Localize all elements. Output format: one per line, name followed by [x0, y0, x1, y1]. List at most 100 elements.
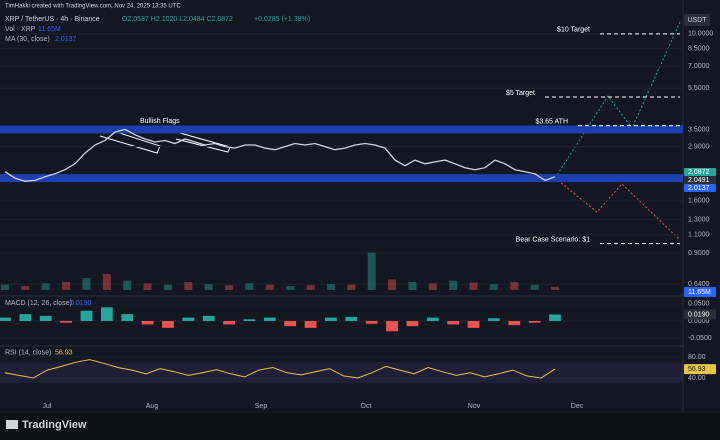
bar [304, 321, 317, 328]
note: Bullish Flags [140, 118, 180, 125]
pane-value: 56.93 [55, 349, 73, 356]
y-tick-label: 1.3000 [688, 216, 710, 223]
price-box [684, 184, 716, 192]
price-label: 2.0491 [688, 177, 710, 184]
volume-bar [102, 274, 111, 290]
brand-logo [6, 420, 18, 429]
bar [325, 317, 337, 321]
target-label: Bear Case Scenario: $1 [516, 236, 590, 243]
zone [0, 125, 683, 134]
volume-bar [530, 284, 539, 290]
volume-bar [347, 284, 356, 290]
y-tick-label: 7.0000 [688, 63, 710, 70]
line [4, 359, 556, 379]
price-box [684, 168, 716, 176]
volume-bar [204, 284, 213, 290]
last-label: 0.0190 [688, 311, 710, 318]
volume-last-label: 11.65M [688, 289, 711, 296]
bar [121, 314, 134, 321]
pane-title: RSI (14, close) [5, 349, 51, 356]
rsi-band [0, 362, 683, 384]
volume-bar [163, 284, 172, 290]
bar [60, 321, 73, 323]
line [4, 128, 556, 182]
bar [202, 315, 215, 321]
volume-bar [286, 286, 295, 290]
bar [263, 317, 276, 321]
target-label: $5 Target [506, 90, 535, 97]
bull-projection [554, 21, 681, 179]
volume-bar [388, 279, 397, 290]
bar [39, 315, 52, 321]
y-tick-label: 2.9000 [688, 143, 710, 150]
target-label: $10 Target [557, 27, 590, 34]
y-tick-label: 3.5000 [688, 126, 710, 133]
y-tick-label: 10.0000 [688, 31, 713, 38]
price-label: 2.0872 [688, 169, 710, 176]
last-label: 56.93 [688, 366, 706, 373]
volume-bar [82, 278, 91, 290]
bar [426, 317, 439, 321]
volume-bar [62, 282, 71, 290]
volume-last-box [684, 287, 716, 297]
price-box [684, 176, 716, 184]
volume-bar [184, 282, 193, 290]
volume-label: Vol · XRP [5, 26, 36, 33]
attribution: TimHakki created with TradingView.com, N… [5, 4, 181, 10]
currency-box[interactable] [684, 14, 710, 26]
volume-bar [449, 280, 458, 290]
bar [467, 321, 480, 328]
y-tick-label: -0.0500 [688, 335, 712, 342]
bar [487, 318, 500, 321]
bar [19, 314, 32, 321]
price-label: 2.0137 [688, 185, 710, 192]
bar [345, 316, 358, 321]
footer [0, 413, 720, 440]
y-tick-label: 0.0500 [688, 301, 710, 308]
ma-label: MA (30, close) [5, 36, 50, 43]
bar [386, 321, 398, 332]
x-tick-label: Oct [361, 403, 372, 410]
x-tick-label: Nov [468, 403, 481, 410]
y-tick-label: 0.9000 [688, 250, 710, 257]
x-tick-label: Dec [571, 403, 584, 410]
bar [80, 310, 93, 321]
pane-value: 0.0190 [70, 300, 92, 307]
y-tick-label: 1.1000 [688, 232, 710, 239]
volume-value: 11.65M [38, 26, 61, 33]
bar [508, 321, 521, 326]
volume-bar [489, 284, 498, 290]
flag-drawing [99, 127, 231, 154]
volume-bar [21, 286, 30, 290]
currency[interactable]: USDT [687, 17, 707, 24]
volume-bar [428, 283, 437, 290]
volume-bar [245, 283, 254, 290]
bar [100, 307, 113, 321]
y-tick-label: 0.0000 [688, 318, 710, 325]
volume-bar [551, 286, 559, 290]
x-tick-label: Jul [43, 403, 52, 410]
symbol: XRP / TetherUS · 4h · Binance [5, 16, 100, 23]
bar [182, 317, 195, 321]
bar [223, 321, 235, 325]
bar [141, 321, 154, 325]
bar [162, 321, 174, 328]
ma-value: 2.0137 [55, 36, 77, 43]
bar [406, 321, 419, 327]
bar [284, 321, 297, 327]
bar [447, 321, 460, 325]
target-label: $3.65 ATH [535, 118, 568, 125]
brand: TradingView [22, 419, 87, 431]
volume-bar [123, 280, 132, 290]
last-box [684, 364, 716, 375]
y-tick-label: 40.00 [688, 375, 706, 382]
volume-bar [408, 282, 417, 290]
last-box [684, 309, 716, 320]
x-tick-label: Sep [255, 403, 268, 410]
y-tick-label: 1.6000 [688, 198, 710, 205]
volume-bar [367, 252, 376, 290]
bar [243, 319, 256, 321]
y-tick-label: 80.00 [688, 354, 706, 361]
volume-bar [225, 285, 234, 290]
bar [528, 321, 541, 323]
